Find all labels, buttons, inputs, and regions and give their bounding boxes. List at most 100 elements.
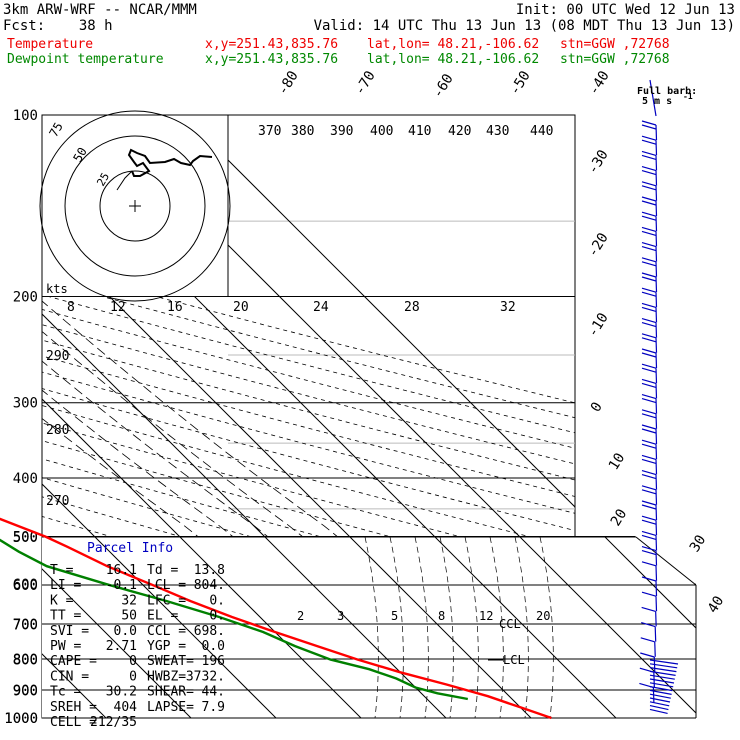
wind-barb bbox=[641, 135, 657, 141]
isotherm-line bbox=[42, 537, 617, 718]
parcel-field-label: SVI = bbox=[50, 624, 89, 639]
wind-barb bbox=[641, 500, 657, 506]
parcel-field-value: 0.0 bbox=[114, 624, 137, 639]
parcel-field-label: K = bbox=[50, 593, 74, 608]
wind-barb bbox=[641, 291, 657, 297]
barb-legend-units: 5 m s bbox=[642, 96, 672, 107]
ccl-marker: CCL bbox=[499, 617, 521, 631]
hodograph-origin bbox=[129, 200, 141, 212]
parcel-field-value: 32 bbox=[121, 593, 137, 608]
temperature-profile bbox=[0, 517, 552, 720]
wind-barb bbox=[649, 705, 669, 711]
temperature-tick-label: -60 bbox=[430, 71, 457, 101]
wind-barb bbox=[655, 428, 658, 445]
dewpoint-latlon: lat,lon= 48.21,-106.62 bbox=[367, 52, 540, 67]
wind-barb bbox=[641, 561, 657, 567]
theta-label: 390 bbox=[330, 124, 353, 139]
wind-barb bbox=[649, 701, 670, 707]
hodograph-trace bbox=[116, 170, 133, 191]
dewpoint-legend: Dewpoint temperature bbox=[7, 52, 164, 67]
temperature-latlon: lat,lon= 48.21,-106.62 bbox=[367, 37, 540, 52]
parcel-field-value: 0. bbox=[209, 609, 225, 624]
wind-barb bbox=[649, 674, 675, 680]
wind-barb bbox=[641, 196, 657, 202]
wind-barb bbox=[641, 272, 657, 278]
wind-barb bbox=[655, 474, 658, 490]
isotherm-line bbox=[42, 537, 447, 718]
wind-barb bbox=[655, 170, 658, 186]
dry-adiabat bbox=[42, 324, 575, 465]
wind-barb bbox=[655, 596, 658, 612]
parcel-field-label: LFC = bbox=[147, 593, 186, 608]
wind-barb bbox=[641, 474, 657, 480]
hodograph-ring-label: 50 bbox=[70, 145, 89, 165]
theta-label: 290 bbox=[46, 349, 69, 364]
mixing-ratio-label: 16 bbox=[167, 300, 183, 315]
wind-barb bbox=[641, 246, 657, 252]
isotherm-line bbox=[42, 537, 362, 718]
wind-barb bbox=[655, 337, 658, 353]
isotherm-line bbox=[42, 537, 192, 718]
parcel-field-value: 0 bbox=[129, 669, 137, 684]
hodograph-trace bbox=[127, 148, 213, 177]
wind-barb bbox=[641, 348, 657, 354]
moist-adiabat bbox=[514, 537, 529, 718]
wind-barb bbox=[641, 409, 657, 415]
wind-barb bbox=[641, 398, 657, 404]
parcel-field-value: 212/35 bbox=[90, 715, 137, 730]
moist-adiabat bbox=[489, 537, 504, 718]
wind-barb bbox=[649, 682, 674, 688]
wind-barb bbox=[641, 170, 657, 176]
wind-barb bbox=[641, 185, 657, 191]
model-title: 3km ARW-WRF -- NCAR/MMM bbox=[3, 2, 197, 18]
wind-barb bbox=[641, 261, 657, 267]
wind-barb bbox=[641, 546, 657, 552]
wind-barb bbox=[641, 413, 657, 419]
parcel-field-value: -0.1 bbox=[106, 578, 137, 593]
temperature-station: stn=GGW ,72768 bbox=[560, 37, 670, 52]
wind-barb bbox=[640, 637, 655, 643]
wind-barb bbox=[641, 215, 657, 221]
wind-barb bbox=[655, 580, 658, 597]
pressure-label: 600 bbox=[13, 578, 38, 594]
mixing-ratio-label: 2 bbox=[297, 609, 304, 623]
wind-barb bbox=[649, 79, 657, 117]
parcel-field-label: PW = bbox=[50, 639, 81, 654]
wind-barb bbox=[654, 626, 657, 642]
temperature-tick-label: -70 bbox=[352, 68, 379, 98]
pressure-label: 700 bbox=[13, 617, 38, 633]
mixing-ratio-label: 32 bbox=[500, 300, 516, 315]
wind-barb bbox=[655, 124, 658, 141]
pressure-label: 400 bbox=[13, 471, 38, 487]
moist-adiabat bbox=[464, 537, 479, 718]
parcel-field-value: 30.2 bbox=[106, 685, 137, 700]
wind-barb bbox=[655, 535, 658, 551]
wind-barb bbox=[641, 394, 657, 400]
parcel-field-value: 804. bbox=[194, 578, 225, 593]
dewpoint-profile bbox=[0, 538, 469, 701]
pressure-label: 600 bbox=[13, 577, 38, 593]
parcel-field-value: 13.8 bbox=[194, 563, 225, 578]
wind-barb bbox=[655, 565, 658, 581]
wind-barb bbox=[641, 550, 657, 556]
wind-barb bbox=[641, 515, 657, 521]
wind-barb bbox=[641, 485, 657, 491]
wind-barb bbox=[655, 489, 658, 505]
parcel-field-label: LCL = bbox=[147, 578, 186, 593]
isotherm-line bbox=[97, 537, 696, 718]
pressure-label: 200 bbox=[13, 290, 38, 306]
isotherm-line bbox=[182, 537, 696, 718]
hodograph-ring bbox=[64, 135, 206, 277]
pressure-label: 500 bbox=[13, 529, 38, 545]
wind-barb bbox=[641, 489, 657, 495]
wind-barb bbox=[641, 534, 657, 540]
dry-adiabat bbox=[42, 279, 575, 419]
parcel-field-label: SWEAT= bbox=[147, 654, 194, 669]
wind-barb bbox=[655, 520, 658, 536]
wind-barb bbox=[641, 622, 656, 628]
wind-barb bbox=[641, 242, 657, 248]
parcel-field-value: 16.1 bbox=[106, 563, 137, 578]
wind-barb bbox=[649, 708, 668, 714]
pressure-label: 900 bbox=[13, 683, 38, 699]
wind-barb bbox=[655, 216, 658, 232]
